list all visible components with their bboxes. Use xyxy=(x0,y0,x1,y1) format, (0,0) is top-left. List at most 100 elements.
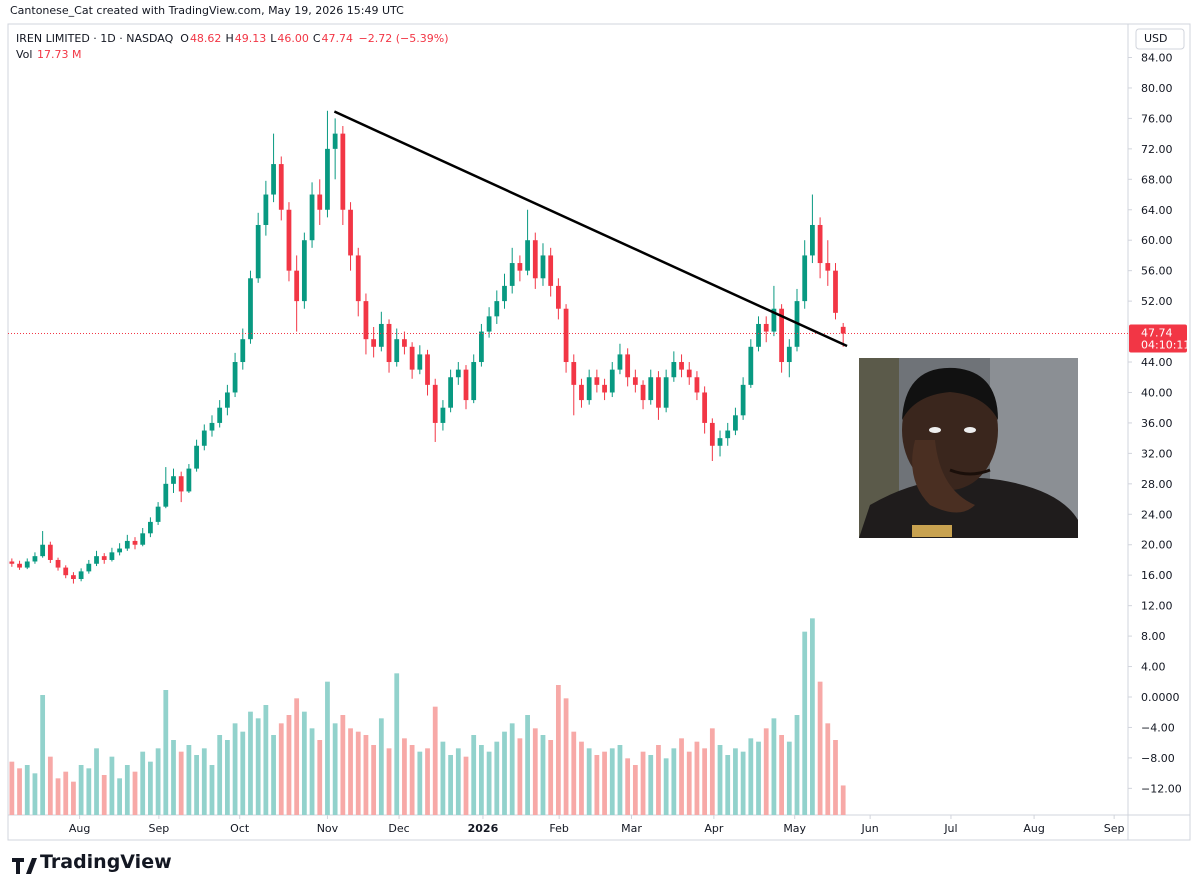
volume-bar xyxy=(248,711,253,815)
y-tick-label: 64.00 xyxy=(1141,204,1173,217)
volume-bar xyxy=(24,765,30,815)
volume-bar xyxy=(417,751,423,815)
candle-body xyxy=(378,323,384,347)
volume-bar xyxy=(201,748,207,815)
volume-bar xyxy=(217,735,223,815)
x-tick-label: Jun xyxy=(861,822,879,835)
y-tick-label: −4.00 xyxy=(1141,721,1175,734)
last-price-box xyxy=(1129,324,1187,353)
candle-body xyxy=(209,422,215,431)
candle-body xyxy=(594,377,600,385)
volume-bar xyxy=(786,741,792,815)
candle-body xyxy=(748,346,754,385)
candle-body xyxy=(432,384,438,423)
y-tick-label: 24.00 xyxy=(1141,508,1173,521)
volume-bar xyxy=(394,673,400,815)
candle-body xyxy=(663,377,669,408)
candle-body xyxy=(17,563,22,568)
y-tick-label: 28.00 xyxy=(1141,478,1173,491)
volume-bar xyxy=(340,715,346,815)
candle-body xyxy=(278,164,284,210)
candle-body xyxy=(810,224,815,256)
candle-body xyxy=(109,552,115,560)
volume-bar xyxy=(186,745,192,815)
candle-body xyxy=(317,194,323,210)
candle-body xyxy=(163,483,169,507)
candle-body xyxy=(32,556,38,562)
volume-bar xyxy=(686,751,692,815)
y-tick-label: 32.00 xyxy=(1141,447,1173,460)
x-tick-label: Sep xyxy=(149,822,170,835)
y-tick-label: 16.00 xyxy=(1141,569,1173,582)
candle-body xyxy=(440,407,446,423)
volume-bar xyxy=(271,735,276,815)
volume-bar xyxy=(194,755,199,815)
volume-bar xyxy=(609,748,615,815)
volume-bar xyxy=(309,728,315,815)
volume-bar xyxy=(32,773,38,815)
x-tick-label: Oct xyxy=(230,822,250,835)
logo-icon xyxy=(12,858,37,874)
credit: Cantonese_Cat created with TradingView.c… xyxy=(10,4,404,17)
candle-body xyxy=(540,255,546,279)
volume-bar xyxy=(86,768,92,815)
volume-bar xyxy=(348,728,353,815)
candle-body xyxy=(756,323,761,347)
y-tick-label: 56.00 xyxy=(1141,265,1173,278)
candle-body xyxy=(178,476,184,492)
logo: TradingView xyxy=(40,851,172,873)
volume-bar xyxy=(240,731,246,815)
volume-bar xyxy=(771,718,777,815)
volume-bar xyxy=(109,756,115,815)
x-tick-label: 2026 xyxy=(468,822,499,835)
volume-bar xyxy=(625,758,631,815)
currency: USD xyxy=(1144,32,1168,45)
volume-bar xyxy=(117,778,123,815)
candle-body xyxy=(232,362,238,393)
volume-bar xyxy=(40,695,46,815)
vol-value: 17.73 M xyxy=(36,48,82,61)
candle-body xyxy=(386,323,392,363)
candle-body xyxy=(525,240,530,271)
volume-bar xyxy=(9,761,15,815)
volume-bar xyxy=(640,751,646,815)
candle-body xyxy=(548,255,554,286)
countdown: 04:10:11 xyxy=(1141,339,1190,352)
volume-bar xyxy=(78,765,84,815)
candle-body xyxy=(355,255,361,302)
y-tick-label: 36.00 xyxy=(1141,417,1173,430)
candle-body xyxy=(86,563,92,572)
field-value: 49.13 xyxy=(234,32,267,45)
x-tick-label: Mar xyxy=(621,822,642,835)
volume-bar xyxy=(479,745,484,815)
candle-body xyxy=(833,270,838,313)
candle-body xyxy=(117,548,123,553)
field-value: 48.62 xyxy=(189,32,222,45)
candle-body xyxy=(417,354,423,370)
symbol: IREN LIMITED · 1D · NASDAQ xyxy=(16,32,174,45)
field-key: C xyxy=(312,32,321,45)
y-tick-label: 72.00 xyxy=(1141,143,1173,156)
volume-bar xyxy=(386,748,392,815)
candle-body xyxy=(709,422,715,446)
volume-bar xyxy=(571,731,577,815)
y-tick-label: 80.00 xyxy=(1141,82,1173,95)
volume-bar xyxy=(286,715,292,815)
candle-body xyxy=(494,301,500,317)
candle-body xyxy=(248,278,253,340)
volume-bar xyxy=(402,738,407,815)
candle-body xyxy=(40,544,46,557)
volume-bar xyxy=(509,723,515,815)
currency-box[interactable] xyxy=(1135,28,1185,50)
volume-bar xyxy=(425,748,430,815)
volume-bar xyxy=(363,735,369,815)
candle-body xyxy=(24,561,30,568)
volume-bar xyxy=(656,745,661,815)
candle-body xyxy=(555,285,561,309)
volume-bar xyxy=(132,771,138,815)
volume-bar xyxy=(209,765,215,815)
volume-bar xyxy=(301,711,307,815)
volume-bar xyxy=(163,690,169,815)
candle-body xyxy=(55,559,61,568)
candle-body xyxy=(602,384,607,393)
